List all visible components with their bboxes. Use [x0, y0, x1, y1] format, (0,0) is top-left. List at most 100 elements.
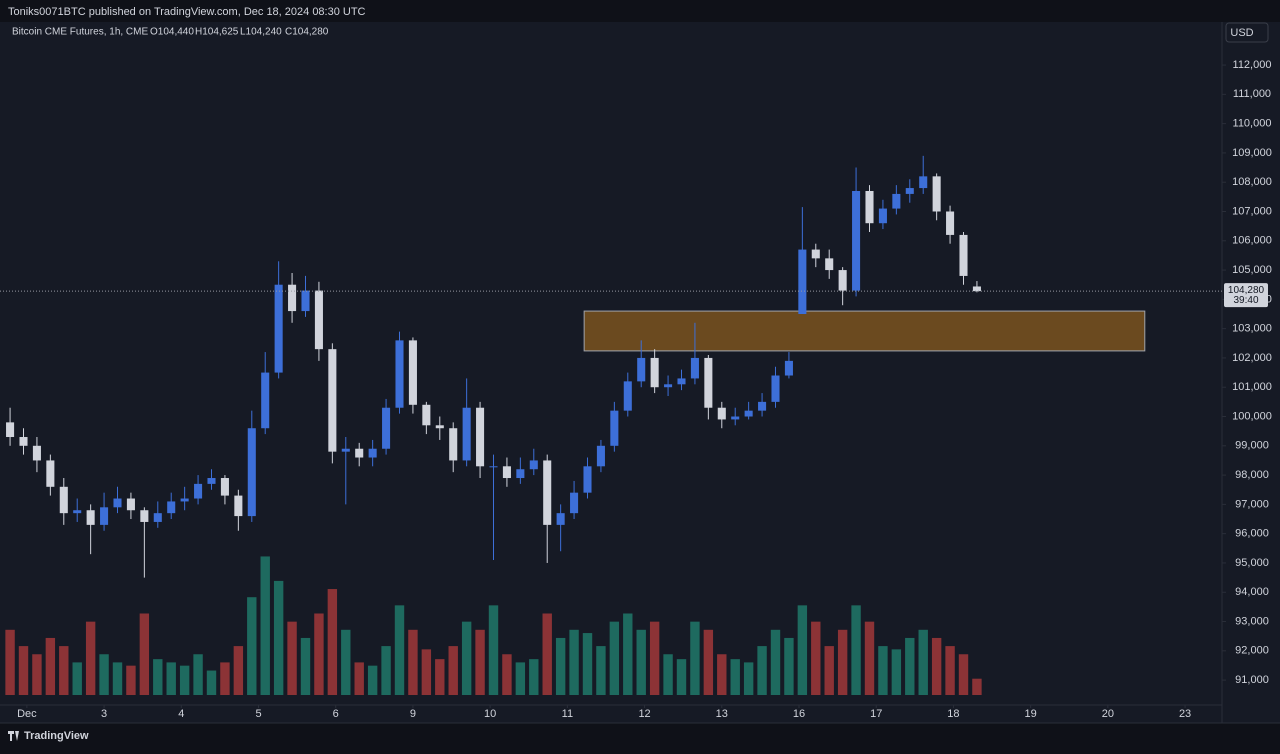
y-tick-label: 109,000: [1232, 147, 1272, 159]
volume-bar: [797, 605, 808, 695]
ohlc-label: O104,440: [150, 27, 194, 38]
volume-bar: [837, 629, 848, 695]
x-tick-label: 20: [1102, 708, 1114, 720]
x-tick-label: 16: [793, 708, 805, 720]
y-tick-label: 99,000: [1235, 440, 1269, 452]
volume-bar: [475, 629, 485, 695]
footer-logo: [8, 731, 19, 741]
candle-body: [556, 513, 565, 525]
volume-bar: [811, 621, 821, 695]
x-tick-label: 13: [716, 708, 728, 720]
candle-body: [664, 384, 673, 388]
y-tick-label: 101,000: [1232, 381, 1272, 393]
volume-bar: [260, 556, 270, 695]
volume-bar: [314, 613, 324, 695]
candle-body: [100, 507, 109, 525]
volume-bar: [327, 589, 338, 695]
brand: TradingView: [24, 730, 89, 742]
volume-bar: [931, 637, 942, 695]
candle-body: [220, 478, 229, 496]
y-tick-label: 106,000: [1232, 235, 1272, 247]
volume-bar: [341, 629, 351, 695]
volume-bar: [247, 597, 257, 695]
volume-bar: [717, 654, 727, 695]
volume-bar: [166, 662, 176, 695]
volume-bar: [770, 629, 781, 695]
candle-body: [476, 407, 485, 467]
candle-body: [852, 190, 861, 291]
y-tick-label: 91,000: [1235, 674, 1269, 686]
volume-bar: [381, 646, 391, 695]
volume-bar: [18, 646, 29, 695]
last-price-box: [1224, 283, 1268, 308]
y-tick-label: 108,000: [1232, 176, 1272, 188]
currency[interactable]: USD: [1230, 27, 1253, 39]
y-tick-label: 93,000: [1235, 615, 1269, 627]
candle-body: [274, 284, 283, 373]
candle-body: [946, 211, 955, 235]
candle-body: [758, 401, 767, 411]
y-tick-label: 98,000: [1235, 469, 1269, 481]
volume-bar: [649, 621, 660, 695]
candle-body: [32, 445, 41, 461]
y-tick-label: 102,000: [1232, 352, 1272, 364]
candle-body: [422, 404, 431, 426]
volume-bar: [784, 637, 794, 695]
y-tick-label: 95,000: [1235, 557, 1269, 569]
volume-bar: [85, 621, 96, 695]
candle-body: [435, 425, 444, 429]
candle-body: [704, 357, 713, 408]
candle-body: [261, 372, 270, 429]
volume-bar: [824, 646, 834, 695]
x-tick-label: 19: [1025, 708, 1037, 720]
volume-bar: [153, 659, 163, 695]
candle-body: [382, 407, 391, 449]
volume-bar: [367, 665, 378, 695]
volume-bar: [448, 646, 458, 695]
ohlc-label: L104,240: [240, 27, 282, 38]
candle-body: [637, 357, 646, 382]
candle-body: [341, 448, 350, 452]
volume-bar: [515, 662, 526, 695]
currency-box: [1225, 22, 1269, 43]
candle-body: [314, 290, 323, 350]
volume-bar: [287, 621, 297, 695]
volume-bar: [676, 659, 687, 695]
volume-bar: [32, 654, 42, 695]
volume-bar: [972, 678, 982, 695]
y-tick-label: 96,000: [1235, 528, 1269, 540]
y-tick-label: 92,000: [1235, 645, 1269, 657]
volume-bar: [703, 629, 714, 695]
x-tick-label: 10: [484, 708, 496, 720]
y-tick-label: 107,000: [1232, 205, 1272, 217]
y-tick-label: 112,000: [1233, 59, 1272, 71]
x-tick-label: 4: [178, 708, 184, 720]
candle-body: [194, 483, 203, 499]
volume-bar: [609, 621, 620, 695]
candle-body: [140, 510, 149, 522]
y-tick-label: 100,000: [1232, 410, 1272, 422]
x-tick-label: 6: [333, 708, 339, 720]
volume-bar: [582, 633, 593, 695]
volume-bar: [757, 646, 767, 695]
ohlc-label: H104,625: [195, 27, 239, 38]
x-tick-label: 11: [562, 708, 573, 720]
candle-body: [771, 375, 780, 402]
candle-body: [153, 513, 162, 522]
candle-body: [717, 407, 726, 420]
volume-bar: [730, 659, 740, 695]
candle-body: [959, 234, 968, 276]
candle-body: [972, 286, 981, 292]
candle-body: [59, 486, 68, 514]
x-tick-label: 9: [410, 708, 416, 720]
candle-body: [180, 498, 189, 502]
symbol: Bitcoin CME Futures, 1h, CME: [12, 27, 148, 38]
candle-body: [328, 349, 337, 452]
volume-bar: [179, 665, 190, 695]
volume-bar: [918, 629, 928, 695]
candle-body: [811, 249, 820, 259]
candle-body: [543, 460, 552, 525]
ohlc-label: C104,280: [285, 27, 329, 38]
countdown: 39:40: [1233, 295, 1258, 306]
